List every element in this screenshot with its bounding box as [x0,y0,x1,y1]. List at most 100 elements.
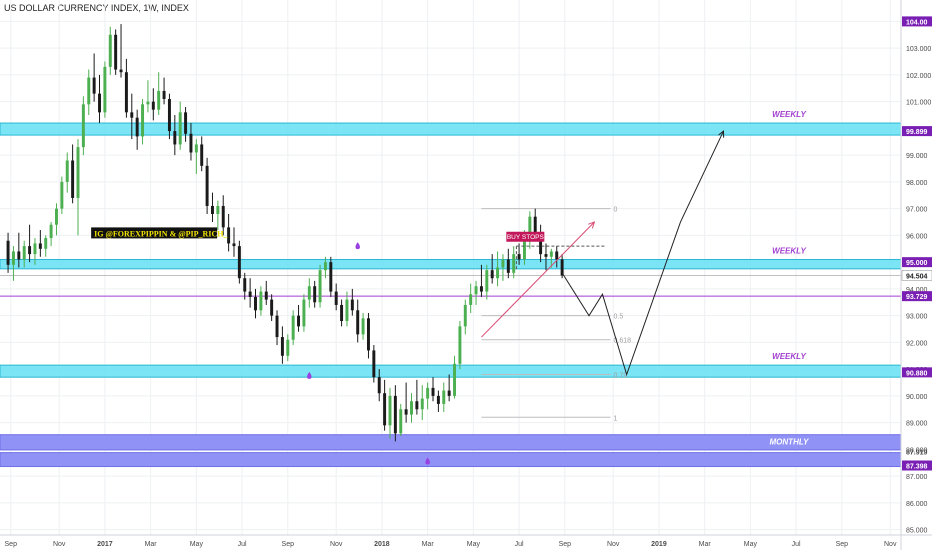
drop-marker-icon [355,242,360,250]
candle-body [227,227,231,244]
y-tick-label: 89.000 [906,421,928,428]
x-tick-label: Mar [699,541,712,548]
candle-body [184,112,188,134]
y-tick-label: 93.000 [906,314,928,321]
chart-title: US DOLLAR CURRENCY INDEX, 1W, INDEX [4,3,189,13]
candle-body [108,34,112,67]
candle-body [248,291,252,297]
y-tick-label: 85.000 [906,528,928,535]
price-tag [902,257,932,268]
candle-body [60,181,64,209]
candle-body [6,240,10,265]
price-tag [901,270,932,281]
candle-body [506,259,510,273]
candle-body [130,112,134,118]
zone-label: WEEKLY [772,246,806,255]
price-tag-label: 93.729 [906,294,928,301]
candle-body [372,350,376,378]
x-tick-label: May [190,541,204,548]
x-tick-label: Jul [792,541,801,548]
candle-body [329,262,333,292]
x-tick-label: May [467,541,481,548]
candle-body [512,254,516,273]
candle-body [124,72,128,113]
fib-level-label: 0.618 [614,338,632,345]
candle-body [194,144,198,153]
y-tick-label: 87.000 [906,474,928,481]
candle-body [302,299,306,327]
candle-body [264,291,268,300]
x-tick-label: 2018 [374,541,390,548]
y-tick-label: 90.000 [906,394,928,401]
price-tag-label: 87.398 [906,464,928,471]
candle-body [81,104,85,148]
projection-path [561,131,723,377]
x-tick-label: Mar [422,541,435,548]
candle-body [141,104,145,137]
zone-label: WEEKLY [772,110,806,119]
fib-level-label: 0 [614,207,618,214]
candle-body [410,401,413,415]
support-resistance-zone [0,434,902,451]
candle-body [393,395,397,434]
candle-body [216,205,220,214]
candle-body [297,315,301,327]
candle-body [528,216,532,236]
candle-body [485,270,489,292]
candle-body [280,337,284,356]
candle-body [135,117,139,137]
candle-body [205,165,209,206]
zone-label: MONTHLY [770,438,810,447]
candle-body [157,90,161,110]
price-tag-label: 99.899 [906,129,928,136]
price-tag [902,126,932,137]
candle-body [377,377,381,394]
candle-body [479,286,483,292]
x-tick-label: Jul [515,541,524,548]
candle-body [447,390,451,396]
y-tick-label: 101.000 [906,100,931,107]
candle-body [388,395,392,426]
candle-body [318,270,322,303]
candle-body [200,144,204,166]
candle-body [522,235,526,260]
candle-body [17,251,21,260]
buy-stops-label: BUY STOPS [507,234,545,241]
candle-body [286,339,290,356]
price-tag-label: 94.504 [906,273,928,280]
support-resistance-zone [0,452,902,468]
candle-body [38,243,42,249]
buy-stops-tag [506,231,545,242]
drop-marker-icon [307,371,312,379]
price-tag-label: 104.00 [906,19,928,26]
trend-line [481,222,594,338]
watermark-text: IG @FOREXPIPPIN & @PIP_RICH_ [94,229,228,238]
y-tick-label: 88.000 [906,447,928,454]
candle-body [210,205,214,214]
candle-body [463,304,467,327]
candle-body [469,294,473,305]
candle-body [356,310,360,335]
candle-body [415,401,419,410]
x-tick-label: Nov [607,541,620,548]
support-resistance-zone [0,258,902,270]
x-tick-label: 2019 [651,541,667,548]
x-tick-label: Nov [884,541,897,548]
x-tick-label: 2017 [97,541,113,548]
candle-body [431,387,435,396]
candle-body [549,251,553,257]
candle-body [22,246,26,260]
y-tick-label: 99.000 [906,153,928,160]
y-tick-label: 97.000 [906,207,928,214]
fib-level-label: 1 [614,415,618,422]
support-resistance-zone [0,364,902,378]
watermark-bg [91,227,218,239]
fib-level-label: 0.5 [614,314,624,321]
candle-body [313,286,317,303]
y-tick-label: 96.000 [906,233,928,240]
y-tick-label: 94.000 [906,287,928,294]
price-tag-label: 95.000 [906,260,928,267]
candle-body [442,390,446,404]
